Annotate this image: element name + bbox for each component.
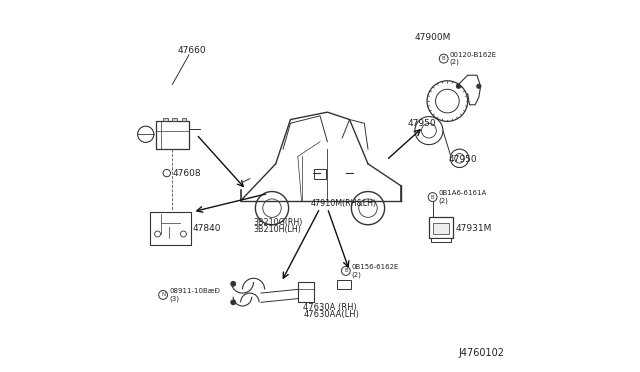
Bar	[163, 118, 168, 121]
Text: 47630AA(LH): 47630AA(LH)	[303, 310, 359, 319]
Text: N: N	[161, 292, 165, 298]
Text: 47950: 47950	[408, 119, 436, 128]
Bar	[337, 280, 351, 289]
Text: B: B	[344, 269, 348, 273]
Bar	[431, 238, 451, 242]
Text: 47608: 47608	[172, 169, 201, 177]
Text: 0B156-6162E
(2): 0B156-6162E (2)	[351, 264, 399, 278]
Text: 47900M: 47900M	[414, 33, 451, 42]
Bar	[172, 118, 177, 121]
Text: 47630A (RH): 47630A (RH)	[303, 303, 357, 312]
Text: 47931M: 47931M	[456, 224, 492, 233]
Bar	[433, 223, 449, 234]
Text: 00120-B162E
(2): 00120-B162E (2)	[449, 52, 497, 65]
Circle shape	[231, 300, 236, 305]
Text: 47660: 47660	[178, 46, 207, 55]
Bar	[314, 169, 326, 179]
Circle shape	[477, 84, 481, 88]
Bar	[150, 212, 191, 245]
Text: 47840: 47840	[193, 224, 221, 233]
Text: 47910M(RH&LH): 47910M(RH&LH)	[311, 199, 377, 208]
Text: 3B210H(LH): 3B210H(LH)	[253, 225, 301, 234]
Bar	[298, 282, 314, 302]
Text: B: B	[431, 195, 435, 199]
Text: 08911-10BæÐ
(3): 08911-10BæÐ (3)	[170, 288, 221, 302]
Bar	[429, 217, 453, 238]
Text: 3B210G(RH): 3B210G(RH)	[253, 218, 303, 227]
Bar	[156, 121, 189, 149]
Text: J4760102: J4760102	[458, 348, 504, 358]
Text: 47950: 47950	[449, 155, 477, 164]
Text: 0B1A6-6161A
(2): 0B1A6-6161A (2)	[438, 190, 486, 204]
Circle shape	[231, 282, 236, 286]
Text: B: B	[442, 56, 445, 61]
Circle shape	[456, 84, 460, 88]
Bar	[182, 118, 186, 121]
